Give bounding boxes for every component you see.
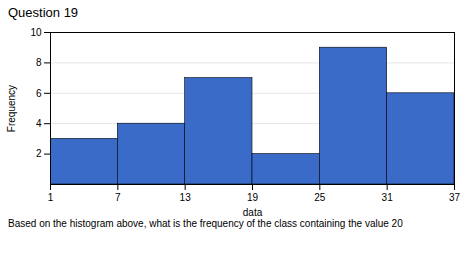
- svg-text:10: 10: [30, 27, 42, 38]
- svg-text:Frequency: Frequency: [6, 85, 17, 132]
- svg-text:19: 19: [247, 192, 259, 203]
- svg-text:13: 13: [180, 192, 192, 203]
- svg-text:8: 8: [36, 57, 42, 68]
- svg-text:4: 4: [36, 118, 42, 129]
- svg-text:1: 1: [48, 192, 54, 203]
- svg-text:2: 2: [36, 148, 42, 159]
- svg-text:6: 6: [36, 88, 42, 99]
- html-text:Question 19: Question 19: [8, 5, 79, 20]
- svg-text:data: data: [243, 207, 263, 218]
- svg-text:37: 37: [449, 192, 461, 203]
- svg-text:25: 25: [314, 192, 326, 203]
- html-text:Based on the histogram above,: Based on the histogram above, what is th…: [8, 218, 403, 229]
- svg-text:7: 7: [115, 192, 121, 203]
- svg-text:31: 31: [382, 192, 394, 203]
